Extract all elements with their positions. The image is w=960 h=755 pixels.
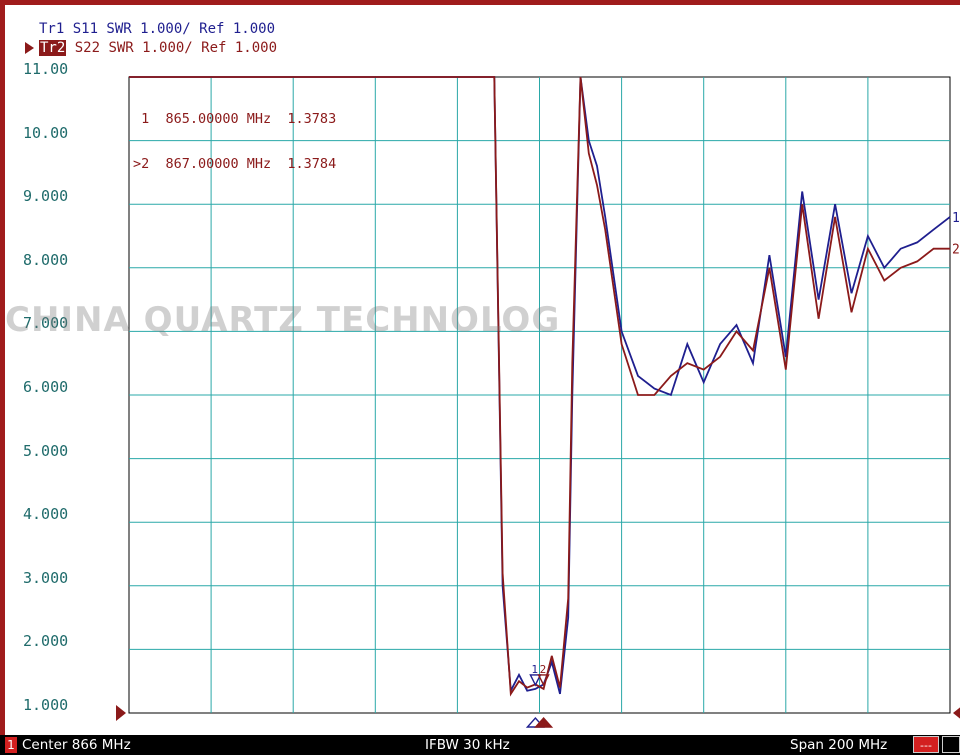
edge-markers [116, 705, 960, 721]
trace2-header-text: S22 SWR 1.000/ Ref 1.000 [66, 40, 278, 56]
y-tick-label: 9.000 [23, 187, 69, 206]
status-bar: 1 Center 866 MHz IFBW 30 kHz Span 200 MH… [0, 735, 960, 755]
center-frequency[interactable]: Center 866 MHz [22, 737, 131, 753]
watermark: CHINA QUARTZ TECHNOLOG [5, 300, 561, 340]
y-tick-label: 5.000 [23, 441, 69, 460]
grid [128, 76, 951, 714]
marker-label: 2 [540, 663, 547, 676]
traces: 12 [129, 76, 960, 697]
trace1-header[interactable]: Tr1 S11 SWR 1.000/ Ref 1.000 [39, 21, 276, 37]
y-tick-label: 8.000 [23, 250, 69, 269]
y-tick-label: 10.00 [23, 123, 69, 142]
reference-right-icon [953, 707, 960, 719]
trace2-header[interactable]: Tr2 S22 SWR 1.000/ Ref 1.000 [39, 40, 277, 56]
y-tick-label: 4.000 [23, 505, 69, 524]
span-frequency[interactable]: Span 200 MHz [790, 737, 888, 753]
y-tick-label: 6.000 [23, 378, 69, 396]
ifbw-value[interactable]: IFBW 30 kHz [425, 737, 510, 753]
marker-triangle [529, 674, 542, 687]
trace2-tag[interactable]: Tr2 [39, 40, 67, 56]
channel-badge[interactable]: 1 [5, 737, 17, 753]
y-tick-label: 2.000 [23, 632, 69, 651]
trace-end-label: 2 [952, 243, 960, 258]
reference-left-icon [116, 705, 126, 721]
y-tick-label: 3.000 [23, 568, 69, 587]
y-tick-label: 1.000 [23, 696, 69, 714]
marker-label: 1 [531, 663, 538, 676]
active-trace-arrow-icon [25, 42, 34, 54]
status-button-2[interactable] [942, 736, 960, 753]
status-button[interactable]: --- [913, 736, 939, 753]
marker-triangle [537, 674, 550, 687]
marker-row-2: >2 867.00000 MHz 1.3784 [133, 156, 337, 172]
y-tick-label: 7.000 [23, 314, 69, 333]
marker-table: 1 865.00000 MHz 1.3783 >2 867.00000 MHz … [133, 82, 336, 202]
y-tick-label: 11.00 [23, 60, 69, 78]
marker-row-1: 1 865.00000 MHz 1.3783 [133, 111, 337, 127]
trace-end-label: 1 [952, 211, 960, 226]
marker-stimulus-triangle [534, 716, 554, 728]
trace-line-2 [129, 76, 950, 697]
